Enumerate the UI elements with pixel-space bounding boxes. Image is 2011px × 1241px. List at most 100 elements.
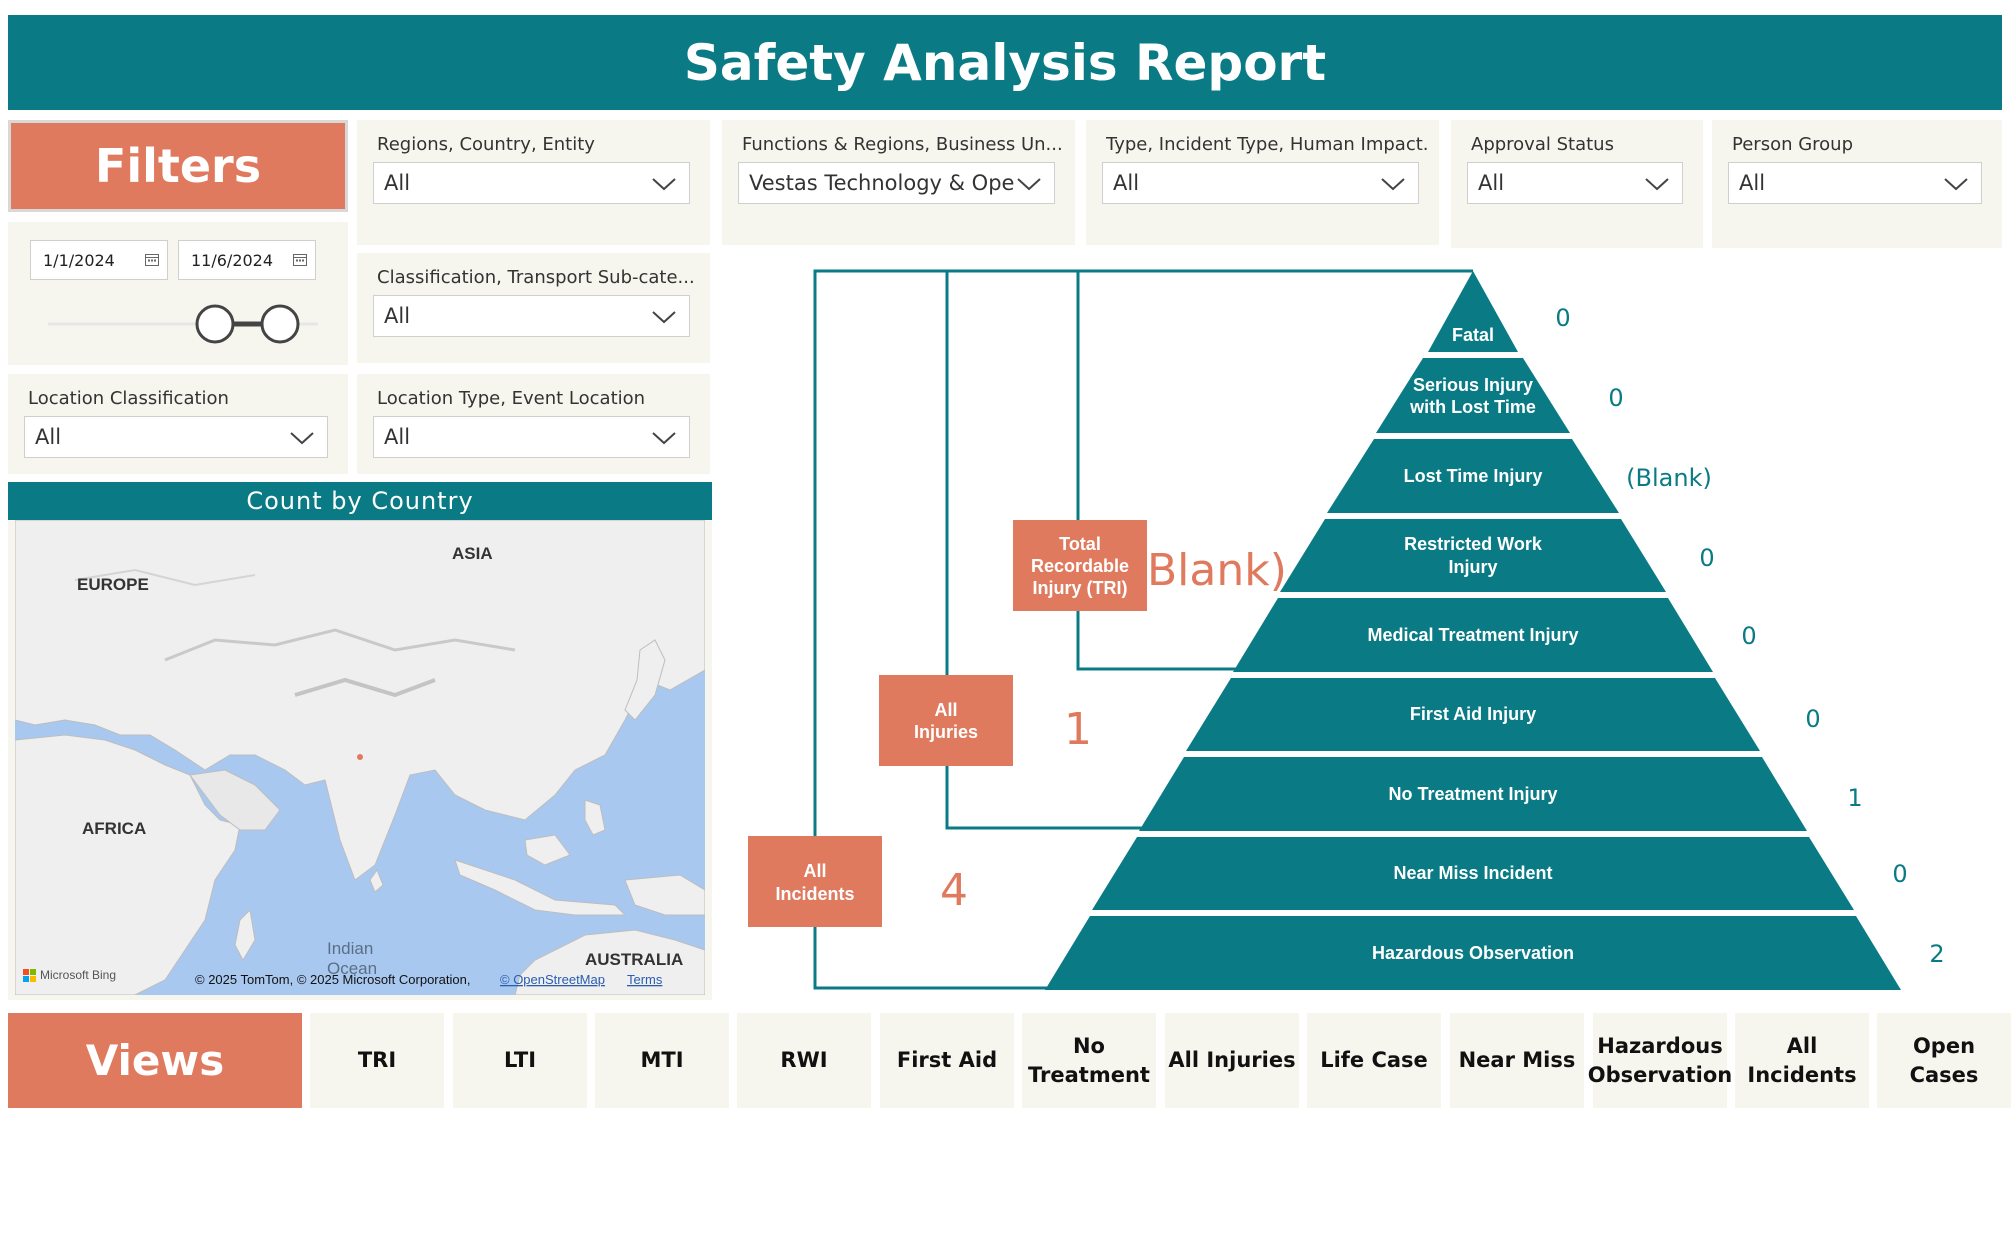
view-button-label: First Aid	[897, 1046, 997, 1074]
view-button-label-line: Hazardous	[1597, 1034, 1723, 1059]
view-button-near-miss[interactable]: Near Miss	[1450, 1013, 1584, 1108]
dropdown-value: Vestas Technology & Operati...	[749, 171, 1014, 195]
person-group-dropdown[interactable]: All	[1728, 162, 1982, 204]
views-title: Views	[8, 1013, 302, 1108]
dropdown-value: All	[384, 304, 411, 328]
level-label: Medical Treatment Injury	[1367, 625, 1578, 645]
date-range-slicer: 1/1/2024 11/6/2024	[8, 222, 348, 365]
country-map[interactable]: ASIA EUROPE AFRICA AUSTRALIA Indian Ocea…	[15, 520, 705, 995]
slicer-person-group: Person Group All	[1712, 120, 2002, 248]
dropdown-value: All	[1113, 171, 1140, 195]
pyramid-level-fatal[interactable]: Fatal	[1428, 271, 1518, 352]
slicer-label: Location Type, Event Location	[377, 388, 646, 409]
calendar-icon[interactable]	[293, 253, 307, 266]
all-incidents-group-box[interactable]: All Incidents	[748, 836, 882, 927]
view-button-mti[interactable]: MTI	[595, 1013, 729, 1108]
terms-link[interactable]: Terms	[627, 972, 663, 987]
all-injuries-label: Injuries	[914, 722, 978, 742]
view-button-tri[interactable]: TRI	[310, 1013, 444, 1108]
map-label-indian-ocean: Ocean	[327, 959, 377, 978]
view-button-label: LTI	[504, 1046, 536, 1074]
calendar-icon[interactable]	[145, 253, 159, 266]
map-title: Count by Country	[8, 482, 712, 520]
level-value-hazardous-observation: 2	[1929, 940, 1944, 968]
slider-end-handle[interactable]	[260, 304, 300, 344]
view-button-life-case[interactable]: Life Case	[1307, 1013, 1441, 1108]
slicer-approval-status: Approval Status All	[1451, 120, 1703, 248]
level-value-medical-treatment-injury: 0	[1741, 622, 1756, 650]
view-button-label: Open Cases	[1877, 1032, 2011, 1089]
all-injuries-group-box[interactable]: All Injuries	[879, 675, 1013, 766]
view-button-open-cases[interactable]: Open Cases	[1877, 1013, 2011, 1108]
level-value-restricted-work-injury: 0	[1699, 544, 1714, 572]
slicer-label: Functions & Regions, Business Un...	[742, 134, 1063, 155]
view-button-label-line: Open Cases	[1909, 1034, 1979, 1087]
chevron-down-icon	[290, 432, 314, 445]
view-button-label: MTI	[640, 1046, 683, 1074]
pyramid-level-near-miss-incident[interactable]: Near Miss Incident	[1092, 837, 1854, 910]
slicer-regions: Regions, Country, Entity All	[357, 120, 710, 245]
pyramid-level-hazardous-observation[interactable]: Hazardous Observation	[1045, 916, 1901, 990]
view-button-label-line: LTI	[503, 1048, 537, 1073]
date-range-slider[interactable]	[48, 304, 318, 344]
approval-status-dropdown[interactable]: All	[1467, 162, 1683, 204]
chevron-down-icon	[1944, 178, 1968, 191]
pyramid-level-restricted-work-injury[interactable]: Restricted Work Injury	[1280, 519, 1666, 592]
view-button-label-line: TRI	[357, 1048, 397, 1073]
pyramid-level-lost-time-injury[interactable]: Lost Time Injury	[1327, 439, 1619, 513]
tri-group-box[interactable]: Total Recordable Injury (TRI)	[1013, 520, 1147, 611]
country-marker[interactable]	[357, 754, 363, 760]
slicer-functions: Functions & Regions, Business Un... Vest…	[722, 120, 1075, 245]
pyramid-level-medical-treatment-injury[interactable]: Medical Treatment Injury	[1233, 598, 1713, 672]
openstreetmap-link[interactable]: © OpenStreetMap	[500, 972, 605, 987]
chevron-down-icon	[652, 311, 676, 324]
classification-dropdown[interactable]: All	[373, 295, 690, 337]
filters-title-text: Filters	[94, 139, 262, 193]
chevron-down-icon	[652, 432, 676, 445]
view-button-hazardous-observation[interactable]: Hazardous Observation	[1588, 1013, 1732, 1108]
map-canvas[interactable]: ASIA EUROPE AFRICA AUSTRALIA Indian Ocea…	[15, 520, 705, 995]
map-label-europe: EUROPE	[77, 575, 149, 594]
view-button-lti[interactable]: LTI	[453, 1013, 587, 1108]
pyramid-level-no-treatment-injury[interactable]: No Treatment Injury	[1139, 757, 1807, 831]
chevron-down-icon	[1381, 178, 1405, 191]
tri-label: Recordable	[1031, 556, 1129, 576]
start-date-input[interactable]: 1/1/2024	[30, 240, 168, 280]
slider-start-handle[interactable]	[195, 304, 235, 344]
view-button-label-line: All	[1786, 1034, 1818, 1059]
end-date-input[interactable]: 11/6/2024	[178, 240, 316, 280]
dropdown-value: All	[384, 171, 411, 195]
view-button-label: All Incidents	[1747, 1032, 1856, 1089]
level-value-serious-injury: 0	[1608, 384, 1623, 412]
end-date-value: 11/6/2024	[191, 250, 274, 270]
slicer-type: Type, Incident Type, Human Impact... All	[1086, 120, 1439, 245]
location-classification-dropdown[interactable]: All	[24, 416, 328, 458]
view-button-first-aid[interactable]: First Aid	[880, 1013, 1014, 1108]
filters-title: Filters	[8, 120, 348, 212]
view-button-label: Life Case	[1320, 1046, 1428, 1074]
view-button-all-injuries[interactable]: All Injuries	[1165, 1013, 1299, 1108]
level-value-first-aid-injury: 0	[1805, 705, 1820, 733]
type-dropdown[interactable]: All	[1102, 162, 1419, 204]
tri-label: Injury (TRI)	[1033, 578, 1128, 598]
map-label-africa: AFRICA	[82, 819, 146, 838]
view-button-all-incidents[interactable]: All Incidents	[1735, 1013, 1869, 1108]
slicer-location-classification: Location Classification All	[8, 374, 348, 474]
pyramid-level-first-aid-injury[interactable]: First Aid Injury	[1186, 678, 1760, 751]
functions-dropdown[interactable]: Vestas Technology & Operati...	[738, 162, 1055, 204]
pyramid-level-serious-injury[interactable]: Serious Injury with Lost Time	[1376, 358, 1570, 433]
level-value-near-miss-incident: 0	[1892, 860, 1907, 888]
view-button-label: RWI	[780, 1046, 827, 1074]
view-button-no-treatment[interactable]: No Treatment	[1022, 1013, 1156, 1108]
location-type-dropdown[interactable]: All	[373, 416, 690, 458]
slicer-classification: Classification, Transport Sub-cate... Al…	[357, 253, 710, 363]
bing-logo-text: Microsoft Bing	[40, 968, 116, 982]
view-button-rwi[interactable]: RWI	[737, 1013, 871, 1108]
level-label: No Treatment Injury	[1388, 784, 1557, 804]
regions-dropdown[interactable]: All	[373, 162, 690, 204]
view-button-label-line: First Aid	[896, 1048, 998, 1073]
all-incidents-value: 4	[940, 865, 968, 916]
level-label: Near Miss Incident	[1393, 863, 1552, 883]
tri-value: Blank)	[1147, 545, 1287, 596]
map-label-asia: ASIA	[452, 544, 493, 563]
